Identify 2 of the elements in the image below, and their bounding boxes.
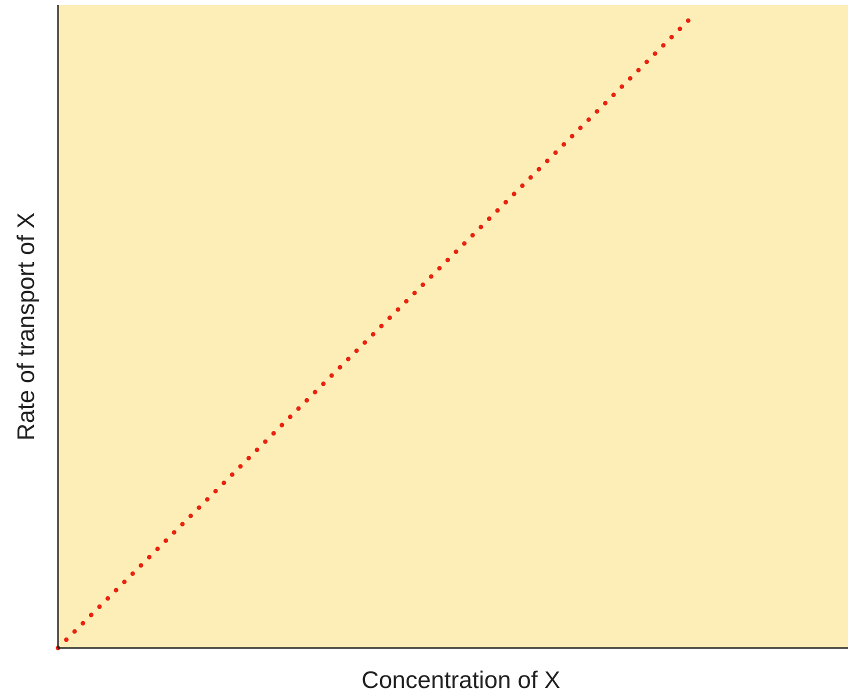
x-axis-title: Concentration of X [362,667,560,691]
y-axis-title: Rate of transport of X [13,212,40,441]
